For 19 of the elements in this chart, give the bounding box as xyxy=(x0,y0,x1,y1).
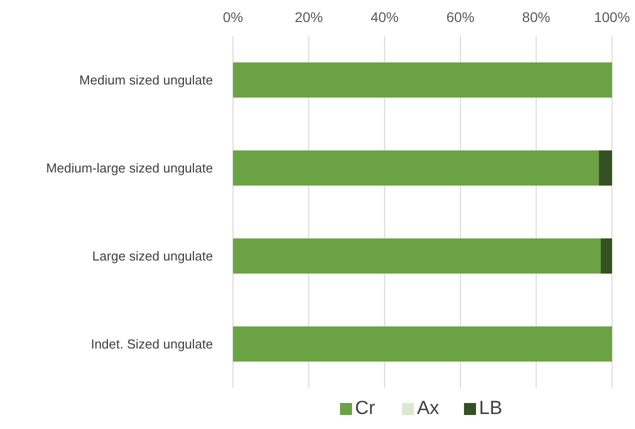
x-tick-label: 80% xyxy=(522,9,550,25)
legend-label: Ax xyxy=(417,398,440,419)
bar xyxy=(233,150,599,186)
x-tick-label: 20% xyxy=(294,9,323,25)
y-tick-label: Large sized ungulate xyxy=(92,248,213,264)
bar xyxy=(233,238,601,274)
bar xyxy=(598,150,612,186)
bar xyxy=(233,62,612,98)
x-tick-label: 40% xyxy=(370,9,399,25)
y-tick-label: Indet. Sized ungulate xyxy=(90,336,213,352)
x-tick-label: 100% xyxy=(594,9,630,25)
bar xyxy=(600,238,612,274)
bar xyxy=(233,326,612,362)
y-tick-label: Medium sized ungulate xyxy=(79,72,213,88)
x-tick-label: 60% xyxy=(446,9,474,25)
legend-label: LB xyxy=(479,398,502,419)
x-tick-label: 0% xyxy=(222,9,244,25)
legend-label: Cr xyxy=(355,398,376,419)
y-tick-label: Medium-large sized ungulate xyxy=(46,160,213,176)
